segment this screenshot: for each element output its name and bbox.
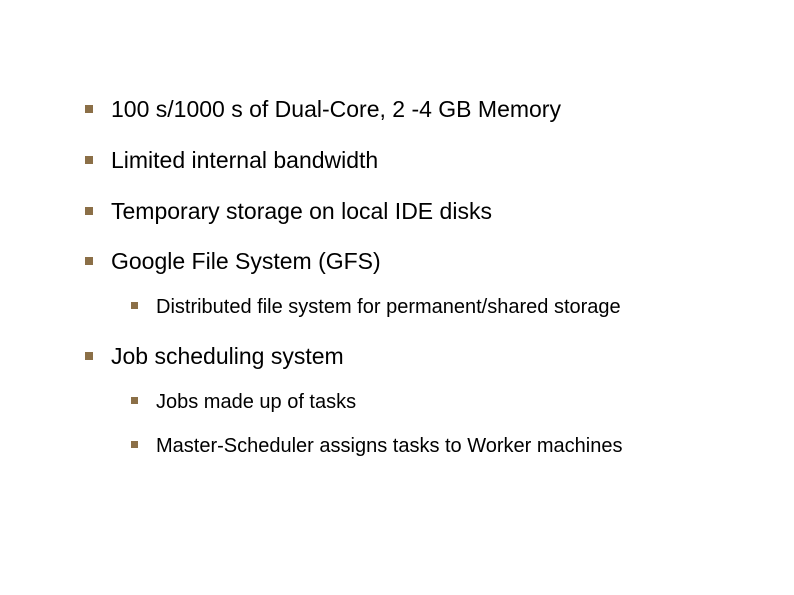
list-item-header: Google File System (GFS) <box>85 247 734 276</box>
sub-bullet-list: Jobs made up of tasks Master-Scheduler a… <box>131 389 734 459</box>
sub-list-item: Distributed file system for permanent/sh… <box>131 294 734 320</box>
square-bullet-icon <box>131 302 138 309</box>
sub-bullet-text: Distributed file system for permanent/sh… <box>156 294 621 320</box>
bullet-text: 100 s/1000 s of Dual-Core, 2 -4 GB Memor… <box>111 95 561 124</box>
list-item: Limited internal bandwidth <box>85 146 734 175</box>
list-item-header: Job scheduling system <box>85 342 734 371</box>
bullet-text: Job scheduling system <box>111 342 344 371</box>
sub-list-item: Jobs made up of tasks <box>131 389 734 415</box>
square-bullet-icon <box>85 257 93 265</box>
main-bullet-list: 100 s/1000 s of Dual-Core, 2 -4 GB Memor… <box>85 95 734 459</box>
square-bullet-icon <box>85 207 93 215</box>
list-item: Google File System (GFS) Distributed fil… <box>85 247 734 320</box>
square-bullet-icon <box>85 352 93 360</box>
sub-bullet-text: Jobs made up of tasks <box>156 389 356 415</box>
sub-list-item: Master-Scheduler assigns tasks to Worker… <box>131 433 734 459</box>
square-bullet-icon <box>131 441 138 448</box>
sub-bullet-list: Distributed file system for permanent/sh… <box>131 294 734 320</box>
square-bullet-icon <box>131 397 138 404</box>
bullet-text: Google File System (GFS) <box>111 247 381 276</box>
list-item: 100 s/1000 s of Dual-Core, 2 -4 GB Memor… <box>85 95 734 124</box>
bullet-text: Temporary storage on local IDE disks <box>111 197 492 226</box>
square-bullet-icon <box>85 105 93 113</box>
bullet-text: Limited internal bandwidth <box>111 146 378 175</box>
sub-bullet-text: Master-Scheduler assigns tasks to Worker… <box>156 433 622 459</box>
list-item: Job scheduling system Jobs made up of ta… <box>85 342 734 459</box>
square-bullet-icon <box>85 156 93 164</box>
list-item: Temporary storage on local IDE disks <box>85 197 734 226</box>
